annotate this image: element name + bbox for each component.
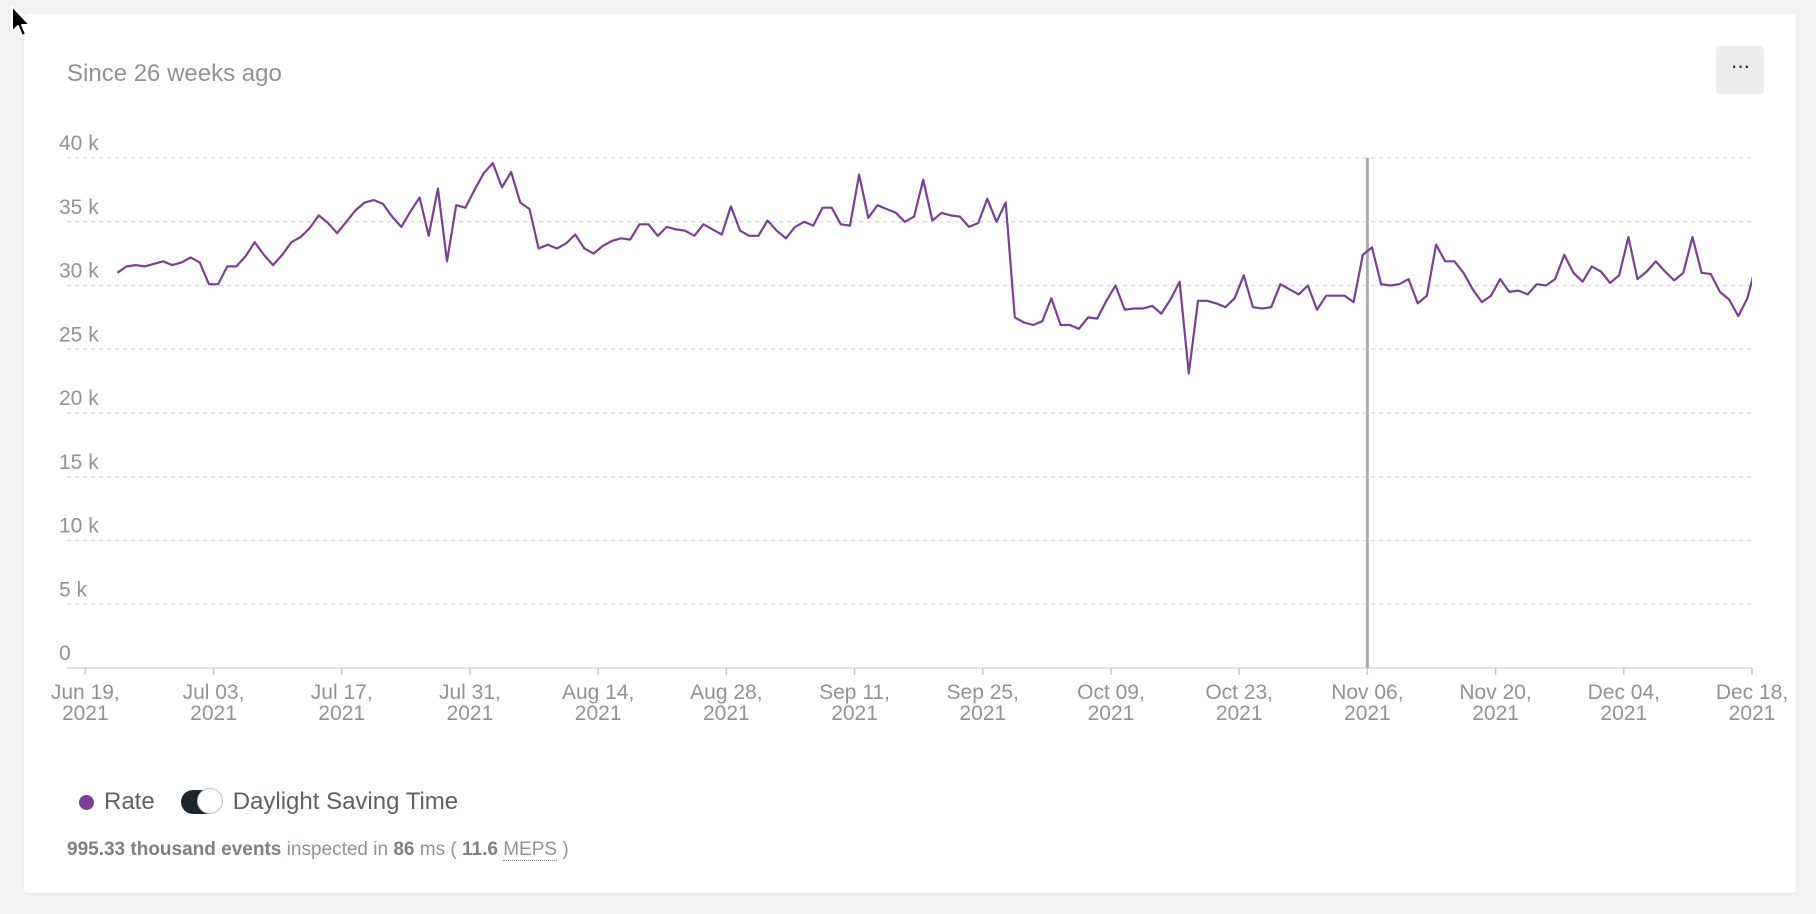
series-lines bbox=[116, 162, 1752, 375]
x-tick-label: Sep 11, 2021 bbox=[819, 681, 890, 725]
y-tick-label: 30 k bbox=[59, 260, 99, 283]
x-tick-label: Jun 19, 2021 bbox=[51, 681, 120, 725]
y-tick-label: 40 k bbox=[59, 132, 99, 155]
legend-dot-icon bbox=[79, 794, 94, 810]
x-tick-label: Jul 17, 2021 bbox=[311, 681, 373, 725]
x-tick-label: Jul 31, 2021 bbox=[439, 681, 501, 725]
y-tick-label: 15 k bbox=[59, 451, 99, 474]
x-axis: Jun 19, 2021 Jul 03, 2021 Jul 17, 2021 Jul 31,… bbox=[51, 667, 1788, 725]
y-tick-label: 20 k bbox=[59, 387, 99, 410]
x-tick-label: Jul 03, 2021 bbox=[183, 681, 245, 725]
chart-card: Since 26 weeks ago ··· 0 5 k 10 k 15 k 20 k 2… bbox=[24, 14, 1796, 893]
toggle-knob-icon bbox=[196, 788, 223, 814]
y-tick-label: 25 k bbox=[59, 323, 99, 346]
x-tick-label: Dec 18, 2021 bbox=[1716, 681, 1788, 725]
x-tick-label: Dec 04, 2021 bbox=[1588, 681, 1660, 725]
y-tick-label: 10 k bbox=[59, 515, 99, 538]
inspected-in-text: inspected in bbox=[286, 839, 389, 860]
line-chart: 0 5 k 10 k 15 k 20 k 25 k 30 k 35 k 40 k Jun 19,… bbox=[51, 132, 1788, 725]
legend-label-rate: Rate bbox=[104, 788, 155, 815]
query-stats: 995.33 thousand events inspected in 86 m… bbox=[67, 839, 569, 861]
legend-item-rate[interactable]: Rate bbox=[79, 788, 155, 816]
x-tick-label: Aug 28, 2021 bbox=[690, 681, 762, 725]
y-tick-label: 35 k bbox=[59, 196, 99, 219]
daylight-saving-toggle[interactable] bbox=[180, 788, 223, 814]
close-paren: ) bbox=[562, 839, 569, 860]
duration-value: 86 bbox=[393, 839, 415, 860]
events-count: 995.33 thousand events bbox=[67, 839, 282, 860]
x-tick-label: Oct 09, 2021 bbox=[1077, 681, 1145, 725]
duration-unit: ms ( bbox=[419, 839, 457, 860]
mouse-cursor-icon bbox=[11, 5, 31, 37]
more-options-button[interactable]: ··· bbox=[1716, 46, 1764, 94]
x-tick-label: Aug 14, 2021 bbox=[562, 681, 634, 725]
x-tick-label: Oct 23, 2021 bbox=[1205, 681, 1273, 725]
x-tick-label: Nov 06, 2021 bbox=[1331, 681, 1403, 725]
meps-abbreviation[interactable]: MEPS bbox=[503, 839, 558, 861]
x-tick-label: Sep 25, 2021 bbox=[947, 681, 1019, 725]
chart-legend: Rate Daylight Saving Time bbox=[79, 788, 458, 816]
chart-title: Since 26 weeks ago bbox=[67, 60, 282, 87]
daylight-saving-label: Daylight Saving Time bbox=[232, 788, 459, 815]
rate-value: 11.6 bbox=[461, 839, 498, 860]
more-options-icon: ··· bbox=[1730, 53, 1751, 78]
y-tick-label: 5 k bbox=[59, 578, 88, 601]
grid-lines bbox=[67, 157, 1752, 605]
x-tick-label: Nov 20, 2021 bbox=[1459, 681, 1531, 725]
series-line-rate bbox=[116, 162, 1752, 375]
y-tick-label: 0 bbox=[59, 642, 71, 665]
y-axis-ticks: 0 5 k 10 k 15 k 20 k 25 k 30 k 35 k 40 k bbox=[59, 132, 99, 665]
